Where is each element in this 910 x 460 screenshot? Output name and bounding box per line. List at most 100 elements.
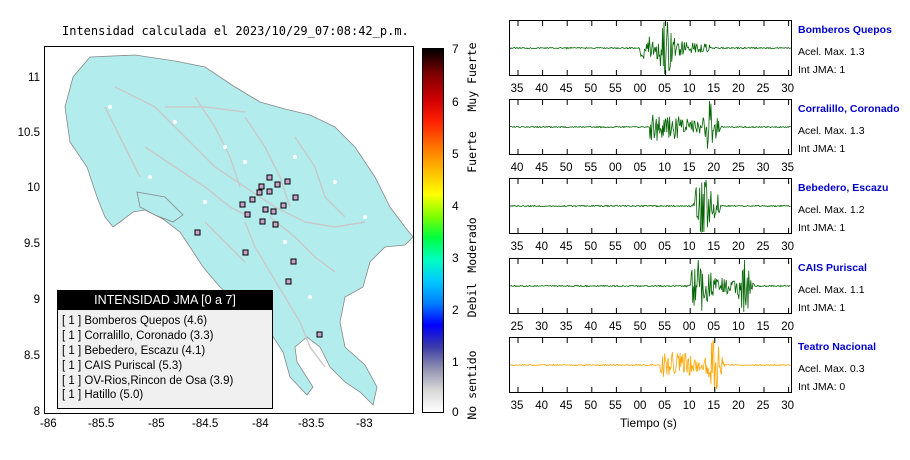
costa-rica-landmass — [64, 54, 413, 406]
time-tick-label: 30 — [781, 83, 794, 95]
legend-row: [ 1 ] Corralillo, Coronado (3.3) — [62, 330, 214, 342]
legend-row: [ 1 ] OV-Rios,Rincon de Osa (3.9) — [62, 375, 234, 387]
time-tick-label: 40 — [535, 83, 548, 95]
time-tick-label: 20 — [731, 83, 745, 95]
time-tick-label: 15 — [756, 321, 770, 333]
seismogram-panel[interactable] — [509, 20, 792, 76]
station-max-accel: Acel. Max. 1.3 — [798, 125, 865, 137]
time-tick-label: 05 — [658, 400, 671, 412]
time-tick-label: 55 — [608, 400, 622, 412]
time-tick-label: 50 — [584, 400, 598, 412]
colorbar-word: No sentido — [465, 350, 479, 420]
time-tick-label: 45 — [559, 241, 573, 253]
seismogram-panel[interactable] — [509, 258, 792, 314]
station-name[interactable]: Bomberos Quepos — [798, 24, 892, 36]
time-tick-label: 35 — [510, 241, 524, 253]
time-tick-label: 25 — [510, 321, 524, 333]
time-tick-label: 10 — [682, 241, 696, 253]
station-name[interactable]: Corralillo, Coronado — [798, 103, 900, 115]
colorbar-number: 4 — [452, 199, 459, 213]
colorbar-number: 6 — [452, 95, 459, 109]
time-tick-label: 55 — [658, 321, 671, 333]
time-tick-label: 05 — [633, 162, 647, 174]
y-tick-label: 10.5 — [17, 127, 40, 139]
time-tick-label: 20 — [731, 400, 745, 412]
time-tick-label: 30 — [781, 400, 794, 412]
waveform-trace — [510, 259, 791, 313]
waveform-trace — [510, 179, 791, 233]
time-tick-label: 05 — [707, 321, 721, 333]
time-tick-label: 05 — [658, 241, 671, 253]
time-tick-label: 15 — [707, 83, 721, 95]
road-network — [104, 86, 366, 368]
x-tick-label: -83.5 — [298, 418, 325, 430]
waveform-trace — [510, 100, 791, 154]
colorbar-number: 0 — [452, 405, 459, 419]
time-tick-label: 15 — [707, 400, 721, 412]
x-tick-label: -84.5 — [192, 418, 219, 430]
colorbar-word: Debil — [465, 282, 479, 318]
intensity-legend: INTENSIDAD JMA [0 a 7] [ 1 ] Bomberos Qu… — [57, 290, 273, 409]
time-tick-label: 00 — [633, 400, 647, 412]
time-tick-label: 30 — [756, 162, 770, 174]
x-tick-label: -86 — [40, 418, 57, 430]
time-tick-label: 20 — [707, 162, 721, 174]
time-tick-label: 50 — [559, 162, 573, 174]
x-tick-label: -85 — [148, 418, 165, 430]
time-tick-label: 20 — [731, 241, 745, 253]
legend-row: [ 1 ] Bebedero, Escazu (4.1) — [62, 345, 206, 357]
legend-header: INTENSIDAD JMA [0 a 7] — [58, 291, 272, 310]
station-jma-intensity: Int JMA: 1 — [798, 302, 846, 314]
y-tick-label: 8.5 — [24, 350, 40, 362]
time-tick-label: 35 — [781, 162, 794, 174]
seismogram-time-axis: 25 30 35 40 45 50 55 00 05 10 15 20 — [509, 321, 794, 335]
time-tick-label: 25 — [756, 400, 770, 412]
map-title: Intensidad calculada el 2023/10/29_07:08… — [62, 24, 409, 38]
seismogram-panel[interactable] — [509, 337, 792, 393]
seismogram-time-axis: 35 40 45 50 55 00 05 10 15 20 25 30 — [509, 241, 794, 255]
time-tick-label: 35 — [559, 321, 573, 333]
station-jma-intensity: Int JMA: 1 — [798, 143, 846, 155]
time-tick-label: 40 — [535, 241, 548, 253]
time-tick-label: 55 — [584, 162, 598, 174]
station-max-accel: Acel. Max. 0.3 — [798, 363, 865, 375]
time-tick-label: 45 — [559, 83, 573, 95]
costa-rica-map — [64, 54, 413, 406]
colorbar-number: 2 — [452, 303, 459, 317]
colorbar-word: Fuerte — [465, 131, 479, 173]
time-tick-label: 55 — [608, 241, 622, 253]
time-tick-label: 15 — [707, 241, 721, 253]
time-tick-label: 45 — [559, 400, 573, 412]
seismogram-time-axis: 40 45 50 55 00 05 10 15 20 25 30 35 — [509, 162, 794, 176]
station-max-accel: Acel. Max. 1.1 — [798, 284, 865, 296]
time-tick-label: 00 — [633, 83, 647, 95]
time-tick-label: 55 — [608, 83, 622, 95]
intensity-colorbar — [422, 48, 444, 413]
time-tick-label: 00 — [608, 162, 622, 174]
colorbar-number: 5 — [452, 147, 459, 161]
station-jma-intensity: Int JMA: 0 — [798, 381, 846, 393]
station-name[interactable]: CAIS Puriscal — [798, 262, 867, 274]
time-tick-label: 10 — [682, 400, 696, 412]
station-jma-intensity: Int JMA: 1 — [798, 222, 846, 234]
station-name[interactable]: Teatro Nacional — [798, 341, 876, 353]
city-dots — [108, 105, 377, 344]
y-tick-label: 8 — [33, 406, 40, 418]
time-tick-label: 40 — [535, 400, 548, 412]
colorbar-number: 3 — [452, 251, 459, 265]
time-tick-label: 45 — [535, 162, 548, 174]
x-tick-label: -84 — [252, 418, 269, 430]
time-tick-label: 25 — [756, 241, 770, 253]
x-tick-label: -85.5 — [88, 418, 115, 430]
time-tick-label: 40 — [584, 321, 598, 333]
time-tick-label: 30 — [781, 241, 794, 253]
time-tick-label: 50 — [633, 321, 647, 333]
seismogram-panel[interactable] — [509, 178, 792, 234]
seismogram-time-axis: 35 40 45 50 55 00 05 10 15 20 25 30 — [509, 400, 794, 414]
time-tick-label: 50 — [584, 83, 598, 95]
station-name[interactable]: Bebedero, Escazu — [798, 182, 889, 194]
time-tick-label: 10 — [682, 83, 696, 95]
seismogram-panel[interactable] — [509, 99, 792, 155]
seismogram-time-axis: 35 40 45 50 55 00 05 10 15 20 25 30 — [509, 83, 794, 97]
time-tick-label: 35 — [510, 400, 524, 412]
